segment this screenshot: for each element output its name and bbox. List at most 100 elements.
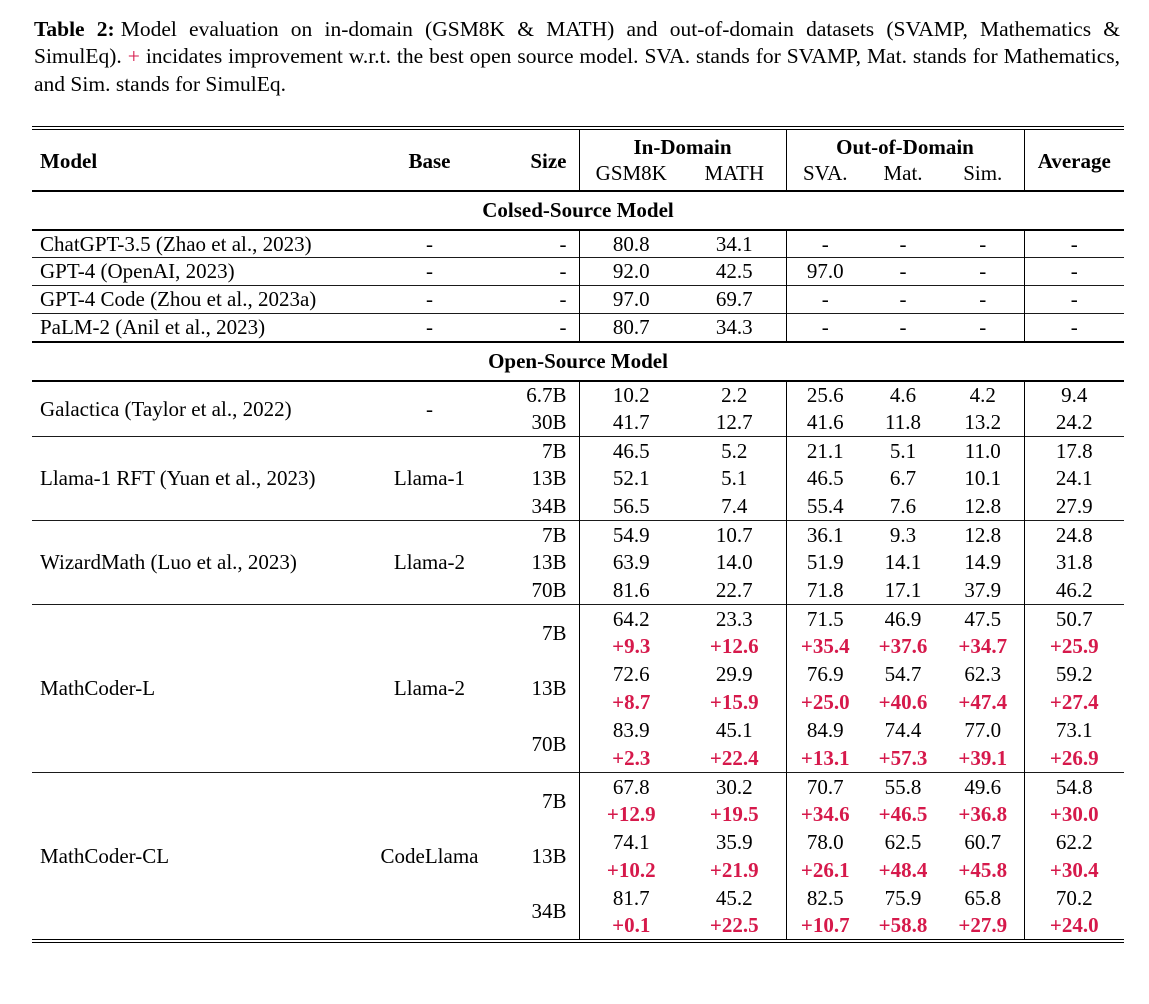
value-cell: 74.4 — [884, 718, 922, 743]
table-row: MathCoder-CL CodeLlama 7B 67.8 30.2 70.7 55.8 4… — [32, 772, 1125, 941]
header-gsm8k: GSM8K — [578, 160, 683, 191]
table-row: 13B 74.1 35.9 78.0 62.5 60.7 62.2 — [32, 828, 1125, 868]
header-average: Average — [1023, 127, 1125, 191]
table-body: Colsed-Source Model ChatGPT-3.5 (Zhao et … — [32, 189, 1125, 941]
value-cell: 84.9 — [785, 716, 864, 745]
value-cell: 14.0 — [715, 550, 753, 575]
value-cell: 54.9 — [578, 520, 683, 549]
delta-cell: +57.3 — [878, 746, 928, 771]
delta-cell: +58.8 — [878, 913, 928, 938]
delta-cell: +12.6 — [709, 634, 759, 659]
value-cell: 54.7 — [884, 662, 922, 687]
model-cell: Llama-1 RFT (Yuan et al., 2023) — [32, 436, 372, 521]
value-cell: 60.7 — [964, 830, 1002, 855]
table-row: WizardMath (Luo et al., 2023) Llama-2 7B 54… — [32, 520, 1125, 605]
delta-cell: +35.4 — [785, 632, 864, 661]
table-row: GPT-4 (OpenAI, 2023) - -92.0 42.5 97.0- - - — [32, 257, 1125, 286]
size-cell: - — [487, 257, 579, 286]
size-cell: - — [487, 285, 579, 314]
value-cell: 41.7 — [578, 408, 683, 437]
table-row: 13B 63.9 14.0 51.9 14.1 14.9 31.8 — [32, 548, 1125, 577]
value-cell: - — [1023, 285, 1125, 314]
value-cell: 24.8 — [1023, 520, 1125, 549]
delta-cell: +45.8 — [958, 858, 1008, 883]
value-cell: 34.3 — [683, 313, 786, 342]
section-title-row: Open-Source Model — [32, 340, 1125, 382]
table-row: MathCoder-L Llama-2 7B 64.2 23.3 71.5 46.9 47.5… — [32, 604, 1125, 773]
delta-row: +9.3 +12.6 +35.4 +37.6 +34.7 +25.9 — [32, 632, 1125, 661]
base-cell: CodeLlama — [372, 772, 487, 941]
value-cell: 14.1 — [884, 550, 922, 575]
size-cell: 34B — [531, 494, 567, 519]
header-model: Model — [40, 149, 98, 174]
value-cell: 62.3 — [964, 662, 1002, 687]
size-cell: 13B — [531, 844, 567, 869]
delta-cell: +21.9 — [709, 858, 759, 883]
value-cell: 41.6 — [785, 408, 864, 437]
value-cell: 45.2 — [715, 886, 753, 911]
value-cell: 81.6 — [578, 576, 683, 605]
base-cell: Llama-2 — [372, 604, 487, 773]
value-cell: 6.7 — [889, 466, 917, 491]
value-cell: - — [864, 313, 942, 342]
value-cell: 5.1 — [721, 466, 748, 491]
value-cell: 21.1 — [785, 436, 864, 465]
size-cell: 13B — [531, 550, 567, 575]
value-cell: 5.2 — [683, 436, 786, 465]
value-cell: 7.4 — [721, 494, 748, 519]
caption-plus-sign: + — [127, 44, 140, 69]
header-row-groups: Model Base Size In-Domain Out-of-Domain … — [32, 127, 1125, 191]
value-cell: 34.1 — [683, 229, 786, 258]
delta-cell: +34.7 — [958, 634, 1008, 659]
value-cell: 22.7 — [715, 578, 753, 603]
value-cell: 73.1 — [1023, 716, 1125, 745]
value-cell: 74.1 — [578, 828, 683, 857]
value-cell: 11.0 — [942, 436, 1025, 465]
size-cell: - — [487, 229, 579, 258]
value-cell: 75.9 — [884, 886, 922, 911]
value-cell: - — [785, 313, 864, 342]
table-row: Galactica (Taylor et al., 2022) -6.7B 10.2… — [32, 380, 1125, 437]
value-cell: - — [785, 285, 864, 314]
table-row: ChatGPT-3.5 (Zhao et al., 2023) - -80.8 34.… — [32, 229, 1125, 258]
model-cell: GPT-4 (OpenAI, 2023) — [32, 257, 372, 286]
delta-cell: +8.7 — [578, 688, 683, 717]
value-cell: 80.8 — [578, 229, 683, 258]
delta-cell: +2.3 — [578, 744, 683, 773]
delta-cell: +24.0 — [1023, 912, 1125, 941]
value-cell: 30.2 — [683, 772, 786, 801]
value-cell: 36.1 — [785, 520, 864, 549]
caption-label: Table 2: — [34, 17, 115, 41]
value-cell: 14.9 — [964, 550, 1002, 575]
value-cell: - — [785, 229, 864, 258]
value-cell: 31.8 — [1023, 548, 1125, 577]
table-row: 34B 81.7 45.2 82.5 75.9 65.8 70.2 — [32, 884, 1125, 923]
table-row: 13B 52.1 5.1 46.5 6.7 10.1 24.1 — [32, 464, 1125, 493]
value-cell: 12.8 — [964, 494, 1002, 519]
delta-cell: +13.1 — [785, 744, 864, 773]
base-cell: - — [372, 313, 487, 342]
table-header: Model Base Size In-Domain Out-of-Domain … — [32, 127, 1125, 191]
value-cell: 76.9 — [785, 660, 864, 689]
size-cell: 13B — [531, 676, 567, 701]
header-out-of-domain: Out-of-Domain — [785, 127, 1025, 161]
paper-page: Table 2: Model evaluation on in-domain (G… — [32, 17, 1125, 943]
delta-cell: +15.9 — [709, 690, 759, 715]
header-svamp: SVA. — [785, 160, 864, 191]
value-cell: 42.5 — [683, 257, 786, 286]
size-cell: 30B — [531, 410, 567, 435]
value-cell: 46.5 — [578, 436, 683, 465]
delta-cell: +30.0 — [1023, 800, 1125, 829]
value-cell: 46.2 — [1023, 576, 1125, 605]
size-cell: 70B — [531, 578, 567, 603]
value-cell: 97.0 — [785, 257, 864, 286]
value-cell: 50.7 — [1023, 604, 1125, 633]
value-cell: 77.0 — [964, 718, 1002, 743]
size-cell: 7B — [487, 520, 579, 549]
base-cell: Llama-2 — [372, 520, 487, 605]
value-cell: 92.0 — [578, 257, 683, 286]
size-cell: - — [487, 313, 579, 342]
delta-cell: +39.1 — [958, 746, 1008, 771]
delta-cell: +9.3 — [578, 632, 683, 661]
value-cell: 81.7 — [578, 884, 683, 913]
